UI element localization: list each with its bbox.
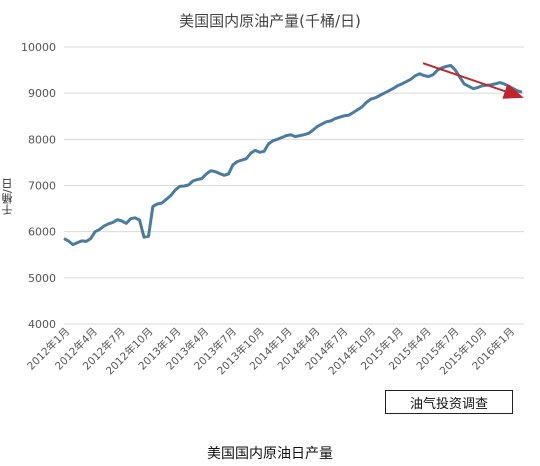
y-axis-label: 千桶/日: [1, 178, 14, 216]
x-tick-labels: 2012年1月2012年4月2012年7月2012年10月2013年1月2013…: [24, 325, 517, 377]
y-tick-label: 4000: [28, 318, 56, 331]
y-tick-label: 6000: [28, 226, 56, 239]
series-line: [63, 64, 523, 247]
y-tick-label: 10000: [21, 41, 56, 54]
gridlines: [64, 46, 524, 325]
chart-title: 美国国内原油产量(千桶/日): [179, 12, 361, 30]
y-tick-labels: 4000 5000 6000 7000 8000 9000 10000: [21, 41, 56, 331]
figure-caption: 美国国内原油日产量: [207, 446, 333, 462]
y-tick-label: 8000: [28, 133, 56, 146]
series-layer: [63, 64, 523, 247]
source-watermark: 油气投资调查: [385, 390, 513, 414]
trend-arrow-layer: [422, 62, 524, 99]
y-tick-label: 9000: [28, 87, 56, 100]
y-tick-label: 5000: [28, 272, 56, 285]
trend-arrow: [422, 62, 524, 99]
y-tick-label: 7000: [28, 180, 56, 193]
